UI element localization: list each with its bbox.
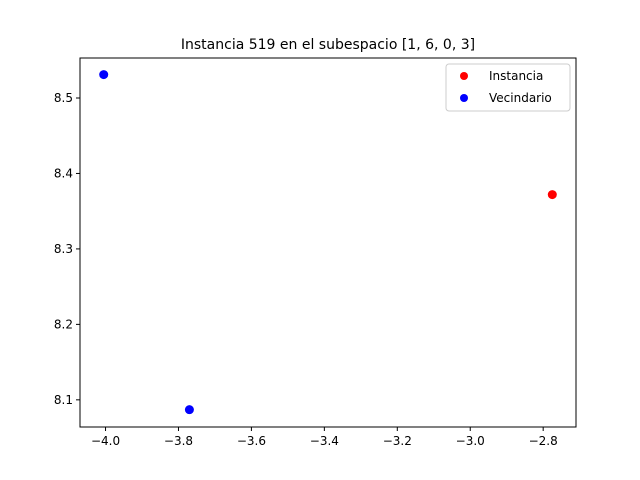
axes-frame [79, 57, 577, 428]
point-instancia [547, 190, 557, 200]
y-tick-label: 8.5 [54, 91, 73, 105]
legend: Instancia Vecindario [445, 63, 571, 112]
data-points [99, 70, 557, 415]
legend-label-vecindario: Vecindario [489, 91, 552, 105]
legend-label-instancia: Instancia [489, 69, 543, 83]
x-axis: −4.0 −3.8 −3.6 −3.4 −3.2 −3.0 −2.8 [91, 427, 558, 448]
point-vecindario [99, 70, 109, 80]
plot-area: −4.0 −3.8 −3.6 −3.4 −3.2 −3.0 −2.8 8.18.28.38.… [54, 57, 577, 448]
x-tick-label: −3.6 [237, 434, 266, 448]
x-tick-label: −4.0 [91, 434, 120, 448]
chart-title: Instancia 519 en el subespacio [1, 6, 0,… [181, 37, 475, 53]
x-tick-label: −3.0 [456, 434, 485, 448]
legend-marker-vecindario [460, 94, 468, 102]
legend-marker-instancia [460, 72, 468, 80]
legend-box [445, 63, 571, 112]
x-tick-label: −3.4 [310, 434, 339, 448]
x-tick-label: −3.2 [383, 434, 412, 448]
x-tick-label: −3.8 [164, 434, 193, 448]
point-vecindario [184, 405, 194, 415]
y-tick-label: 8.1 [54, 393, 73, 407]
y-axis: 8.1 8.2 8.3 8.4 8.5 [54, 91, 80, 407]
y-tick-label: 8.3 [54, 242, 73, 256]
x-tick-label: −2.8 [529, 434, 558, 448]
y-tick-label: 8.4 [54, 166, 73, 180]
y-tick-label: 8.2 [54, 317, 73, 331]
